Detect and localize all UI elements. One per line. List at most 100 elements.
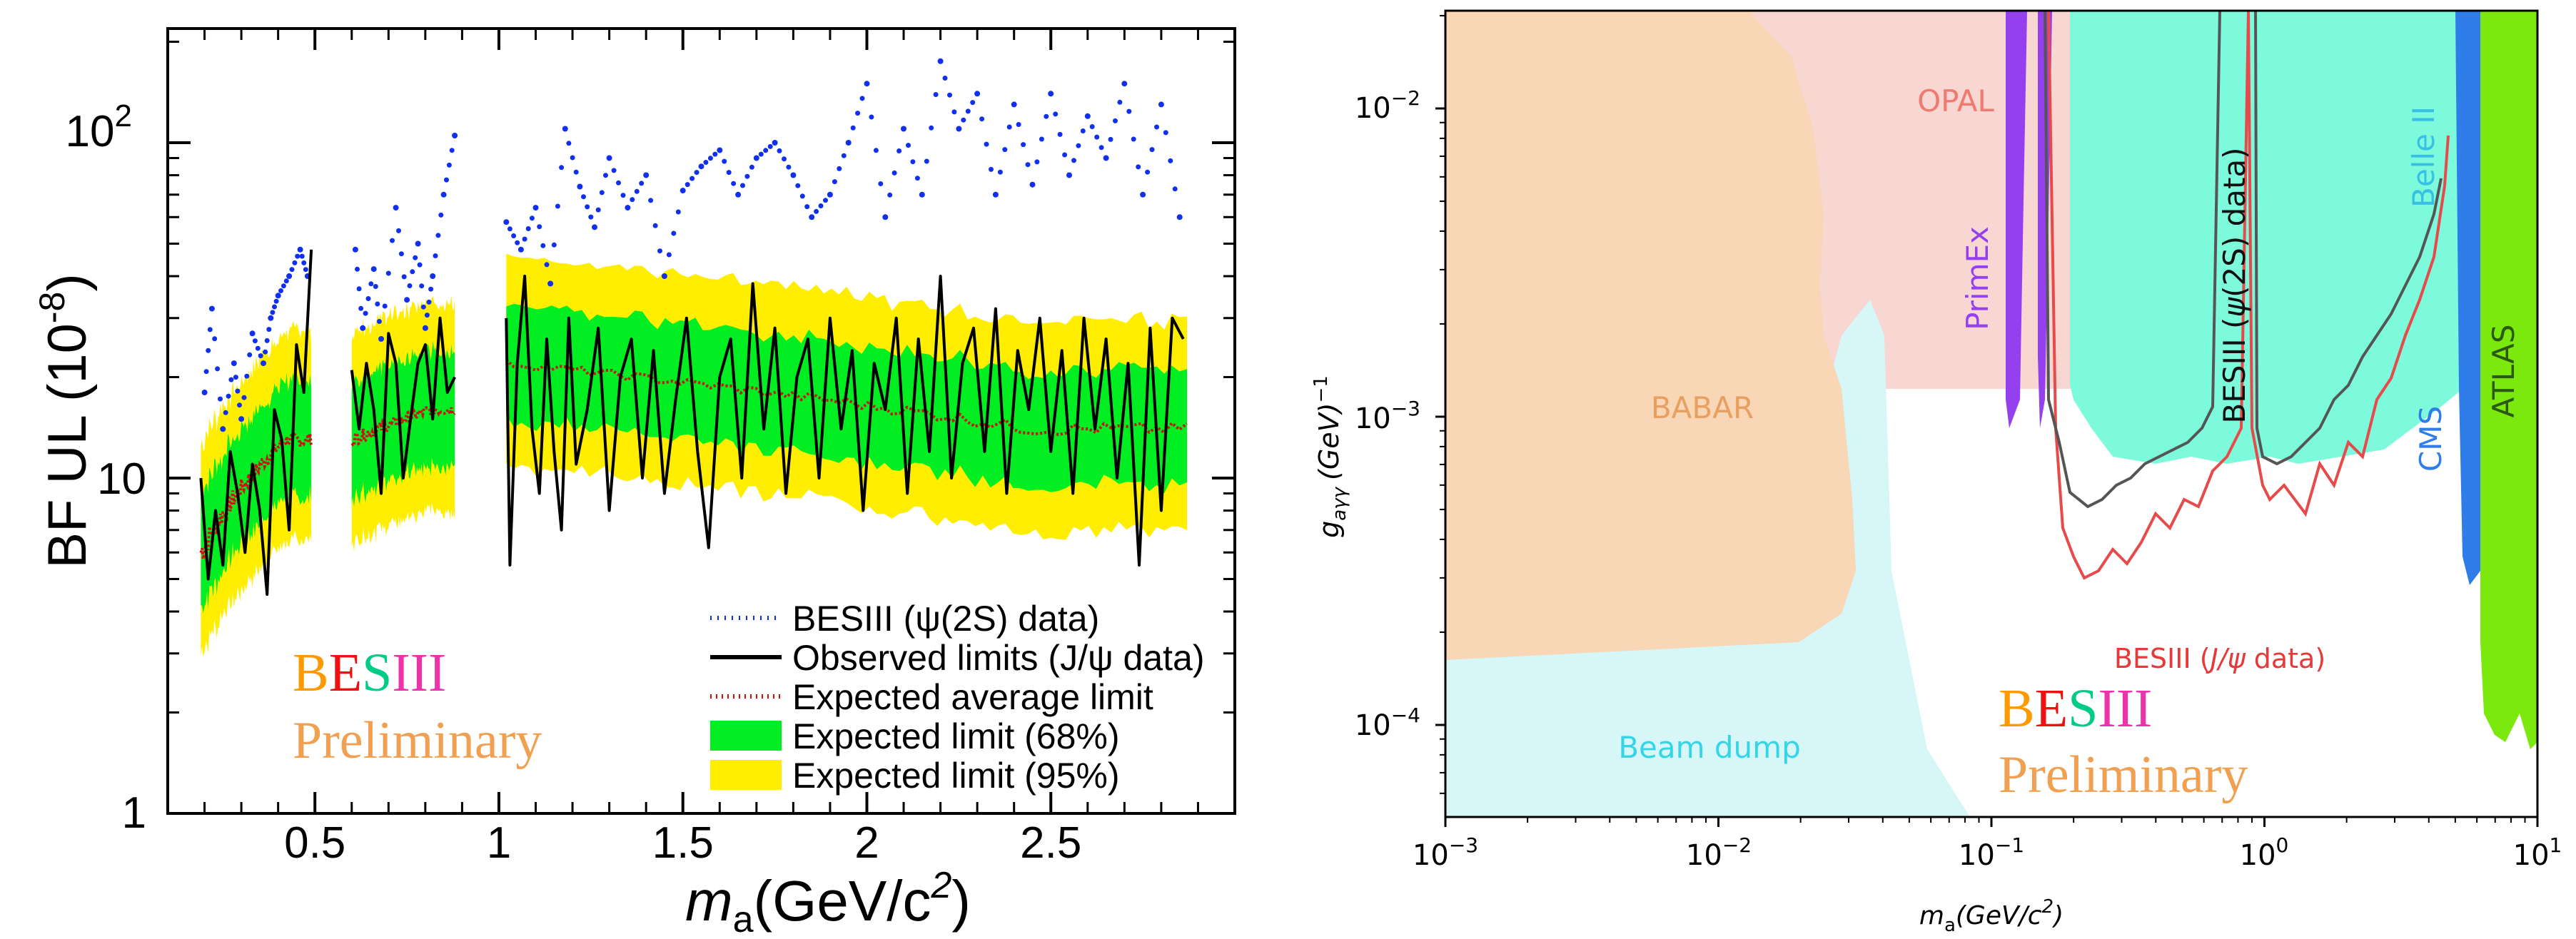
- psi2s-point: [832, 179, 837, 185]
- right-y-tick-1e-3: 10−3: [1355, 397, 1420, 435]
- psi2s-point: [207, 327, 213, 333]
- psi2s-point: [356, 286, 362, 292]
- label-babar: BABAR: [1651, 390, 1754, 425]
- psi2s-point: [869, 114, 874, 120]
- psi2s-point: [782, 156, 787, 162]
- legend-label-observed: Observed limits (J/ψ data): [792, 638, 1204, 678]
- right-y-tick-1e-4: 10−4: [1355, 704, 1420, 742]
- right-x-tick-1e-2: 10−2: [1686, 833, 1752, 872]
- psi2s-point: [551, 242, 557, 248]
- psi2s-point: [503, 219, 510, 225]
- psi2s-point: [373, 284, 378, 289]
- psi2s-point: [1053, 111, 1059, 117]
- psi2s-point: [540, 243, 546, 248]
- psi2s-point: [772, 140, 778, 146]
- psi2s-point: [648, 198, 654, 203]
- label-belle-ii: Belle II: [2406, 106, 2441, 208]
- left-expected-bands: [199, 253, 1188, 657]
- psi2s-point: [452, 133, 458, 138]
- label-opal: OPAL: [1917, 83, 1994, 118]
- psi2s-point: [355, 266, 360, 272]
- psi2s-point: [203, 369, 209, 375]
- psi2s-point: [914, 176, 920, 181]
- psi2s-point: [818, 203, 824, 208]
- legend-swatch-95: [710, 760, 782, 790]
- psi2s-point: [368, 281, 374, 287]
- psi2s-point: [410, 269, 415, 275]
- psi2s-point: [992, 191, 999, 198]
- right-y-tick-1e-2: 10−2: [1355, 86, 1420, 125]
- psi2s-point: [1126, 108, 1132, 114]
- left-chart: 0.5 1 1.5 2 2.5 1 10 102 BF UL (10-8) ma(GeV…: [32, 27, 1236, 939]
- psi2s-point: [258, 353, 263, 359]
- psi2s-point: [657, 248, 662, 254]
- psi2s-point: [264, 337, 270, 343]
- psi2s-point: [643, 172, 650, 178]
- psi2s-point: [433, 253, 438, 258]
- psi2s-point: [744, 173, 750, 179]
- psi2s-point: [707, 156, 713, 161]
- psi2s-point: [1057, 131, 1063, 137]
- legend-swatch-68: [710, 721, 782, 751]
- psi2s-point: [428, 286, 434, 292]
- psi2s-point: [616, 180, 621, 186]
- psi2s-point: [814, 208, 819, 214]
- psi2s-point: [873, 148, 879, 153]
- psi2s-point: [517, 246, 524, 253]
- psi2s-point: [390, 238, 395, 243]
- psi2s-point: [630, 197, 635, 203]
- psi2s-point: [247, 352, 253, 357]
- psi2s-point: [947, 92, 952, 98]
- psi2s-point: [272, 304, 277, 310]
- psi2s-point: [758, 151, 764, 157]
- psi2s-point: [823, 198, 828, 203]
- psi2s-point: [690, 176, 695, 181]
- psi2s-point: [1172, 186, 1178, 192]
- psi2s-point: [924, 158, 929, 164]
- left-x-tick-label: 2: [854, 818, 879, 868]
- psi2s-point: [790, 172, 797, 178]
- region-cms: [2455, 11, 2480, 585]
- psi2s-point: [599, 190, 605, 196]
- region-belle-ii: [2070, 11, 2463, 464]
- psi2s-point: [1066, 172, 1072, 178]
- psi2s-point: [415, 240, 421, 247]
- observed-limits-line: [350, 316, 456, 495]
- psi2s-point: [1158, 101, 1164, 108]
- right-y-axis-title: gaγγ(GeV)−1: [1310, 375, 1350, 538]
- psi2s-point: [365, 296, 371, 301]
- psi2s-point: [1048, 91, 1054, 97]
- psi2s-point: [1006, 124, 1012, 130]
- psi2s-point: [208, 305, 215, 312]
- psi2s-point: [263, 349, 268, 355]
- observed-limits-line: [505, 275, 1185, 567]
- psi2s-point: [352, 246, 358, 253]
- psi2s-point: [1071, 158, 1076, 163]
- psi2s-point: [680, 188, 686, 194]
- psi2s-point: [1062, 152, 1068, 158]
- psi2s-point: [937, 58, 944, 64]
- psi2s-point: [979, 116, 985, 122]
- psi2s-point: [273, 298, 279, 304]
- expected-average-line-1: [350, 400, 456, 449]
- psi2s-point: [984, 141, 989, 147]
- psi2s-point: [286, 273, 293, 279]
- psi2s-point: [749, 164, 754, 170]
- psi2s-point: [588, 214, 594, 220]
- psi2s-point: [1021, 142, 1026, 148]
- psi2s-point: [1034, 159, 1040, 165]
- psi2s-point: [295, 253, 300, 259]
- psi2s-point: [1016, 122, 1021, 127]
- psi2s-point: [426, 299, 432, 305]
- psi2s-point: [438, 212, 444, 218]
- psi2s-point: [559, 165, 565, 171]
- psi2s-point: [1080, 128, 1086, 133]
- psi2s-point: [435, 233, 441, 238]
- psi2s-point: [1029, 181, 1036, 188]
- psi2s-point: [685, 182, 690, 188]
- psi2s-point: [919, 191, 925, 198]
- right-chart: BABAR Beam dump OPAL Belle II PrimEx CMS…: [1310, 9, 2562, 936]
- psi2s-point: [970, 100, 976, 106]
- psi2s-point: [444, 177, 449, 183]
- psi2s-point: [376, 319, 382, 324]
